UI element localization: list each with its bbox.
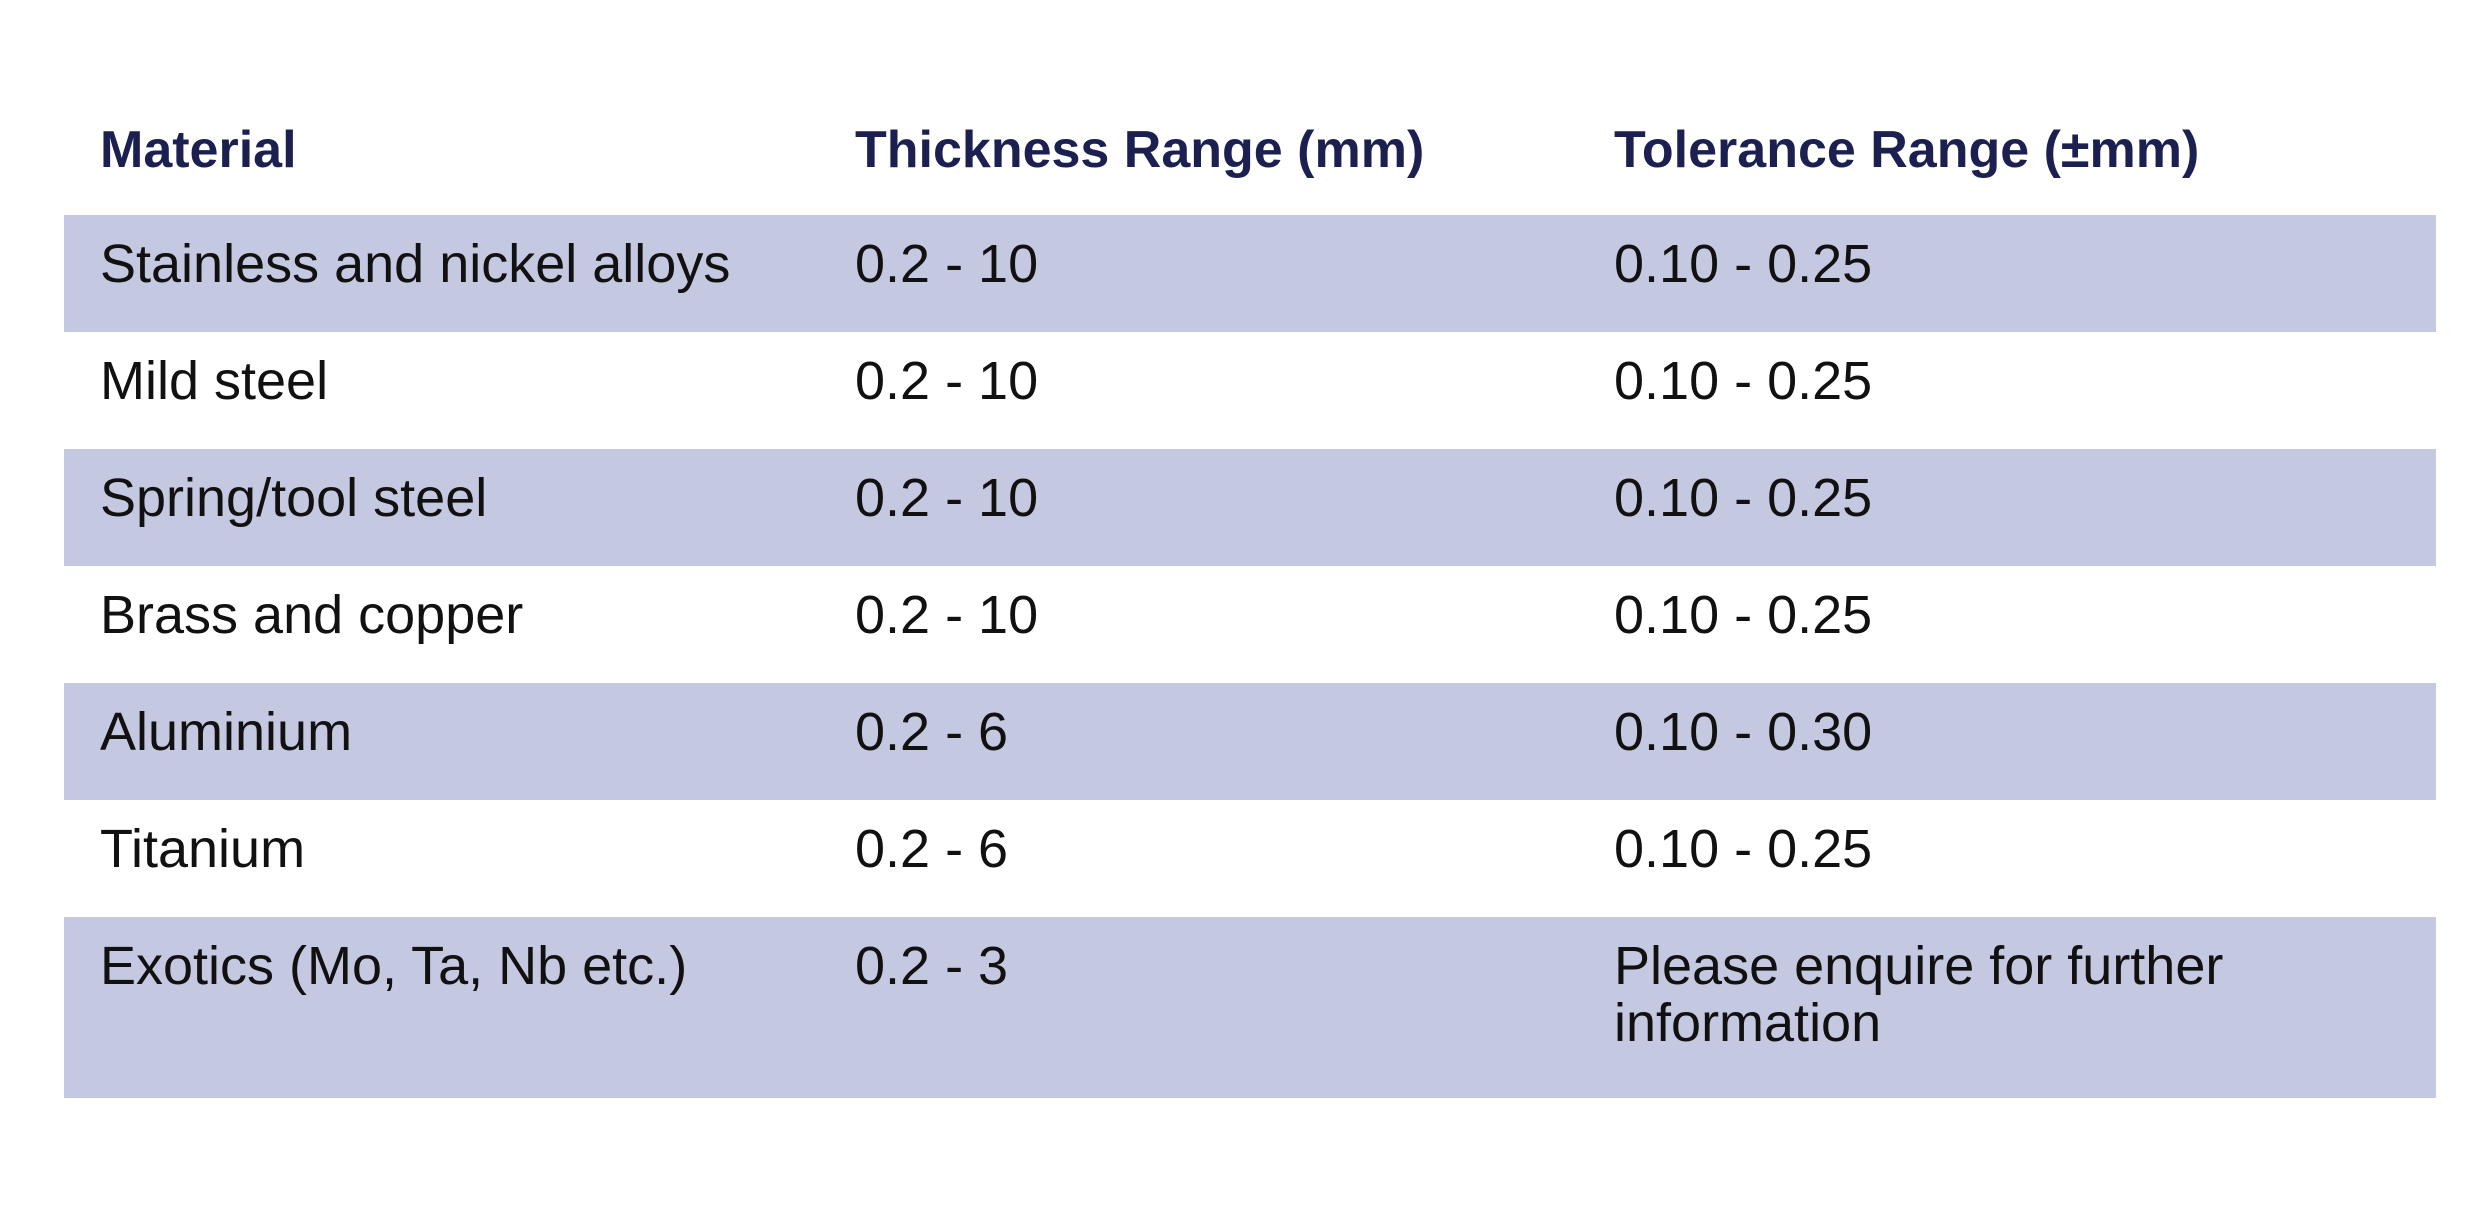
table-header-row: Material Thickness Range (mm) Tolerance … [64, 90, 2436, 215]
thickness-cell: 0.2 - 10 [855, 351, 1039, 411]
tolerance-cell: 0.10 - 0.25 [1614, 351, 1873, 411]
material-cell: Brass and copper [100, 585, 524, 645]
table-row: Aluminium 0.2 - 6 0.10 - 0.30 [64, 683, 2436, 800]
thickness-cell: 0.2 - 6 [855, 702, 1009, 762]
tolerance-cell: 0.10 - 0.30 [1614, 702, 1873, 762]
table-row: Exotics (Mo, Ta, Nb etc.) 0.2 - 3 Please… [64, 917, 2436, 1098]
table-row: Mild steel 0.2 - 10 0.10 - 0.25 [64, 332, 2436, 449]
thickness-cell: 0.2 - 10 [855, 468, 1039, 528]
material-cell: Aluminium [100, 702, 353, 762]
tolerance-cell: 0.10 - 0.25 [1614, 234, 1873, 294]
table-row: Brass and copper 0.2 - 10 0.10 - 0.25 [64, 566, 2436, 683]
material-cell: Mild steel [100, 351, 329, 411]
tolerance-cell: Please enquire for further information [1614, 936, 2224, 1054]
materials-table: Material Thickness Range (mm) Tolerance … [64, 90, 2436, 1098]
thickness-cell: 0.2 - 6 [855, 819, 1009, 879]
header-tolerance-range: Tolerance Range (±mm) [1614, 121, 2200, 179]
thickness-cell: 0.2 - 3 [855, 936, 1009, 996]
material-cell: Exotics (Mo, Ta, Nb etc.) [100, 936, 688, 996]
table-row: Titanium 0.2 - 6 0.10 - 0.25 [64, 800, 2436, 917]
material-cell: Titanium [100, 819, 306, 879]
material-cell: Stainless and nickel alloys [100, 234, 731, 294]
header-material: Material [100, 121, 297, 179]
thickness-cell: 0.2 - 10 [855, 234, 1039, 294]
material-cell: Spring/tool steel [100, 468, 488, 528]
tolerance-cell: 0.10 - 0.25 [1614, 468, 1873, 528]
tolerance-cell: 0.10 - 0.25 [1614, 585, 1873, 645]
thickness-cell: 0.2 - 10 [855, 585, 1039, 645]
tolerance-cell: 0.10 - 0.25 [1614, 819, 1873, 879]
header-thickness-range: Thickness Range (mm) [855, 121, 1425, 179]
table-row: Stainless and nickel alloys 0.2 - 10 0.1… [64, 215, 2436, 332]
table-row: Spring/tool steel 0.2 - 10 0.10 - 0.25 [64, 449, 2436, 566]
